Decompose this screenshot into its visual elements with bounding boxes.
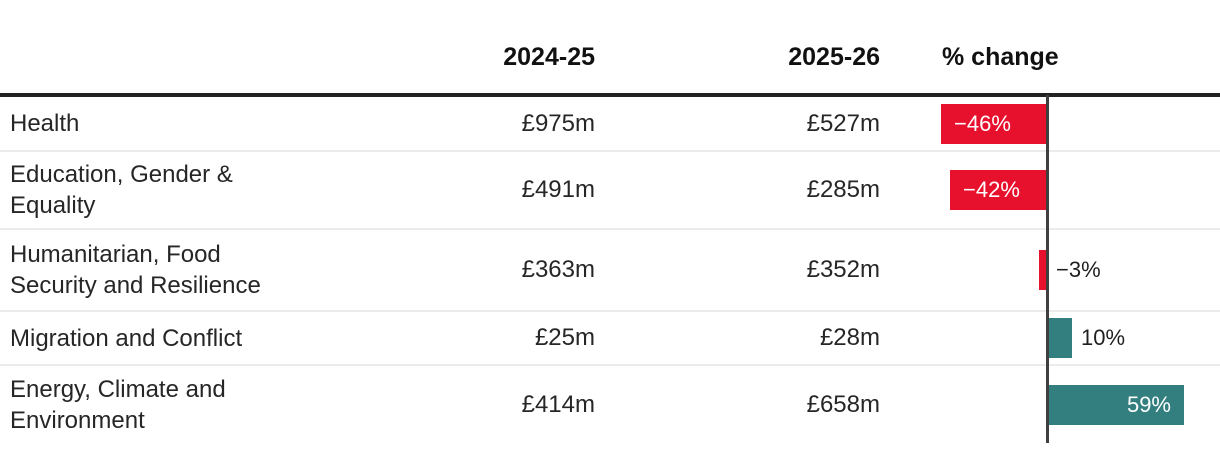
value-2025-26: £527m xyxy=(806,109,880,137)
pct-change-label: 10% xyxy=(1081,325,1126,350)
table-row: Humanitarian, Food Security and Resilien… xyxy=(0,228,1220,310)
value-2025-26: £285m xyxy=(806,176,880,203)
table-row: Energy, Climate and Environment £414m £6… xyxy=(0,364,1220,443)
pct-change-bar xyxy=(1049,384,1184,425)
pct-change-bar xyxy=(1039,250,1046,290)
value-2024-25: £975m xyxy=(521,109,595,137)
pct-change-bar xyxy=(941,103,1046,144)
category-label: Health xyxy=(10,110,80,137)
value-2025-26: £352m xyxy=(806,256,880,283)
table-row: Migration and Conflict £25m £28m 10% xyxy=(0,310,1220,364)
pct-change-label: −3% xyxy=(1056,257,1101,282)
category-label: Humanitarian, Food Security and Resilien… xyxy=(10,241,261,299)
pct-change-label: 59% xyxy=(1126,391,1171,417)
value-2025-26: £658m xyxy=(806,390,880,418)
header-2024-25: 2024-25 xyxy=(503,43,595,71)
table-row: Health £975m £527m −46% xyxy=(0,97,1220,150)
pct-change-cell: 10% xyxy=(880,312,1220,364)
category-label: Education, Gender & Equality xyxy=(10,161,233,219)
table-row: Education, Gender & Equality £491m £285m… xyxy=(0,150,1220,228)
header-pct-change: % change xyxy=(942,43,1059,71)
value-2024-25: £414m xyxy=(521,390,595,418)
pct-change-cell: −42% xyxy=(880,152,1220,228)
value-2025-26: £28m xyxy=(819,324,880,351)
value-2024-25: £491m xyxy=(521,176,595,203)
value-2024-25: £363m xyxy=(521,256,595,283)
pct-change-cell: −3% xyxy=(880,230,1220,310)
pct-change-bar xyxy=(1049,318,1072,358)
zero-axis-line xyxy=(1046,95,1049,443)
pct-change-label: −42% xyxy=(963,177,1020,202)
pct-change-bar xyxy=(950,170,1046,210)
header-2025-26: 2025-26 xyxy=(788,43,880,71)
pct-change-label: −46% xyxy=(954,110,1011,136)
table-header-row: 2024-25 2025-26 % change xyxy=(0,0,1220,97)
category-label: Migration and Conflict xyxy=(10,324,243,352)
header-category xyxy=(0,36,440,58)
pct-change-cell: −46% xyxy=(880,97,1220,150)
pct-change-cell: 59% xyxy=(880,366,1220,443)
category-label: Energy, Climate and Environment xyxy=(10,375,226,434)
value-2024-25: £25m xyxy=(534,324,595,351)
